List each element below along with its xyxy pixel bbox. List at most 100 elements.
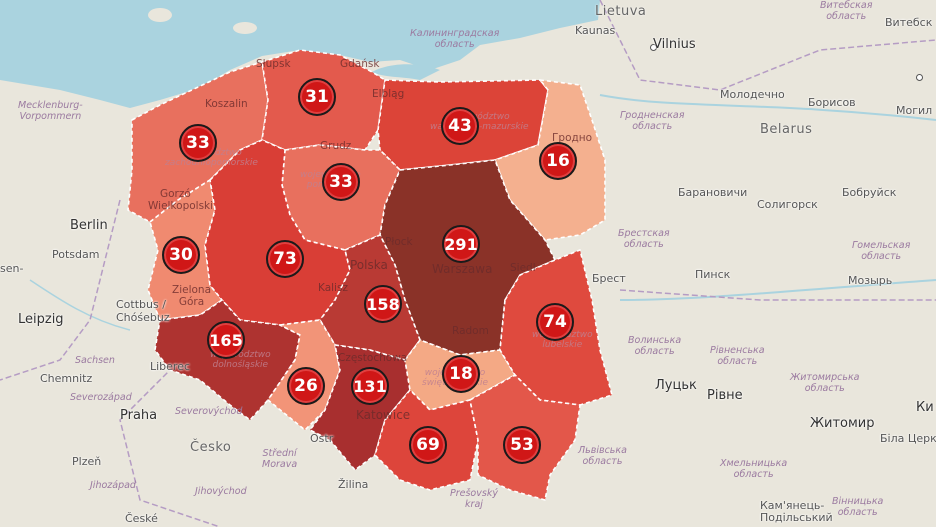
count-badge-slaskie[interactable]: 131 [351, 367, 389, 405]
city-gorzow: Gorzó [160, 188, 191, 200]
city-grudziadz: Grudz [320, 140, 352, 152]
count-badge-dolnoslaskie[interactable]: 165 [207, 321, 245, 359]
count-badge-podlaskie[interactable]: 16 [539, 142, 577, 180]
city-ceske: České [125, 512, 158, 525]
admin-grodno: Гродненская область [620, 110, 685, 132]
admin-mecklenburg: Mecklenburg- Vorpommern [18, 100, 83, 122]
admin-kaliningrad: Калининградская область [410, 28, 500, 50]
city-radom: Radom [452, 325, 489, 337]
city-grodno: Гродно [552, 132, 593, 144]
count-badge-swietokrzyskie[interactable]: 18 [442, 355, 480, 393]
city-plock: Płock [385, 236, 413, 248]
admin-volyn: Волинська область [628, 335, 682, 357]
country-label-cesko: Česko [190, 440, 232, 455]
count-badge-wielkopolskie[interactable]: 73 [266, 240, 304, 278]
count-badge-warminsko-mazurskie[interactable]: 43 [441, 107, 479, 145]
count-badge-pomorskie[interactable]: 31 [298, 78, 336, 116]
city-rivne: Рівне [707, 388, 743, 403]
admin-dolnoslaskie: województwo dolnośląskie [210, 350, 271, 370]
admin-jihozapad: Jihozápad [90, 480, 136, 491]
count-badge-malopolskie[interactable]: 69 [409, 426, 447, 464]
baltic-sea [0, 0, 600, 108]
city-kalisz: Kalisz [318, 282, 348, 294]
admin-gomel: Гомельская область [852, 240, 911, 262]
island [233, 22, 257, 34]
city-zielona-gora: Zielona Góra [172, 284, 212, 308]
city-vitebsk: Витебск [885, 16, 933, 29]
city-plzen: Plzeň [72, 455, 102, 468]
admin-sachsen: Sachsen [75, 355, 115, 366]
city-potsdam: Potsdam [52, 248, 100, 261]
city-vilnius: Vilnius [653, 37, 696, 52]
country-border [119, 359, 221, 527]
admin-severozapad: Severozápad [70, 392, 132, 403]
count-badge-zachodniopomorskie[interactable]: 33 [179, 124, 217, 162]
admin-morava: Střední Morava [262, 448, 298, 470]
count-badge-opolskie[interactable]: 26 [287, 367, 325, 405]
city-czestochowa: Częstochowa [338, 352, 408, 364]
country-polska: Polska [350, 258, 388, 272]
region-wielkopolskie[interactable] [204, 139, 351, 326]
admin-lviv: Львівська область [578, 445, 627, 467]
country-label-lietuva: Lietuva [595, 4, 647, 19]
city-gdansk: Gdańsk [340, 58, 380, 70]
city-kaunas: Kaunas [575, 24, 616, 37]
city-borisov: Борисов [808, 96, 856, 109]
city-kamianets: Кам'янець- Подільський [760, 499, 833, 524]
city-baranovichi: Барановичи [678, 186, 748, 199]
river [29, 279, 131, 331]
country-border [599, 0, 936, 91]
count-badge-kujawsko-pomorskie[interactable]: 33 [322, 163, 360, 201]
lagoon [372, 64, 440, 80]
admin-vitebsk: Витебская область [820, 0, 873, 22]
city-soligorsk: Солигорск [757, 198, 818, 211]
admin-jihovychod: Jihovýchod [195, 486, 247, 497]
city-warszawa: Warszawa [432, 262, 493, 276]
city-slupsk: Słupsk [256, 58, 291, 70]
city-katowice: Katowice [356, 408, 411, 422]
city-elblag: Elbląg [372, 88, 405, 100]
city-bila: Біла Церкв [880, 432, 936, 445]
city-kyiv: Ки [916, 400, 934, 415]
city-zilina: Žilina [338, 478, 369, 491]
river [599, 94, 936, 121]
city-dot [916, 74, 923, 81]
city-ostrava: Ostr [310, 432, 334, 445]
city-praha: Praha [120, 408, 158, 423]
island [148, 8, 172, 22]
city-liberec: Liberec [150, 360, 191, 373]
city-bobruisk: Бобруйск [842, 186, 897, 199]
city-mogil: Могил [896, 104, 933, 117]
admin-presovsky: Prešovský kraj [450, 488, 498, 510]
city-molodechno: Молодечно [720, 88, 785, 101]
count-badge-podkarpackie[interactable]: 53 [503, 426, 541, 464]
admin-khmel: Хмельницька область [720, 458, 788, 480]
city-koszalin: Koszalin [205, 98, 248, 110]
city-berlin: Berlin [70, 218, 108, 233]
city-gorzow-2: Wielkopolski [148, 200, 214, 212]
count-badge-lubuskie[interactable]: 30 [162, 236, 200, 274]
city-mozyr: Мозырь [848, 274, 893, 287]
count-badge-lubelskie[interactable]: 74 [536, 303, 574, 341]
admin-severovychod: Severovýchod [175, 406, 243, 417]
count-badge-lodzkie[interactable]: 158 [364, 285, 402, 323]
city-siedlce: Siedl [510, 262, 536, 274]
city-cottbus: Cottbus / Chóśebuz [116, 298, 170, 324]
city-dot [650, 44, 657, 51]
admin-rivne: Рівненська область [710, 345, 765, 367]
city-chemnitz: Chemnitz [40, 372, 93, 385]
river [619, 279, 936, 301]
city-sen: sen- [0, 262, 24, 275]
country-label-belarus: Belarus [760, 122, 813, 137]
count-badge-mazowieckie[interactable]: 291 [442, 225, 480, 263]
city-zhytomyr: Житомир [810, 416, 875, 431]
admin-brest: Брестская область [618, 228, 670, 250]
admin-vinnytsia: Вінницька область [832, 496, 884, 518]
country-border [619, 289, 936, 301]
city-brest: Брест [592, 272, 626, 285]
city-lutsk: Луцьк [655, 378, 697, 393]
voivodeships[interactable] [127, 49, 613, 501]
city-pinsk: Пинск [695, 268, 731, 281]
country-border [0, 199, 121, 381]
